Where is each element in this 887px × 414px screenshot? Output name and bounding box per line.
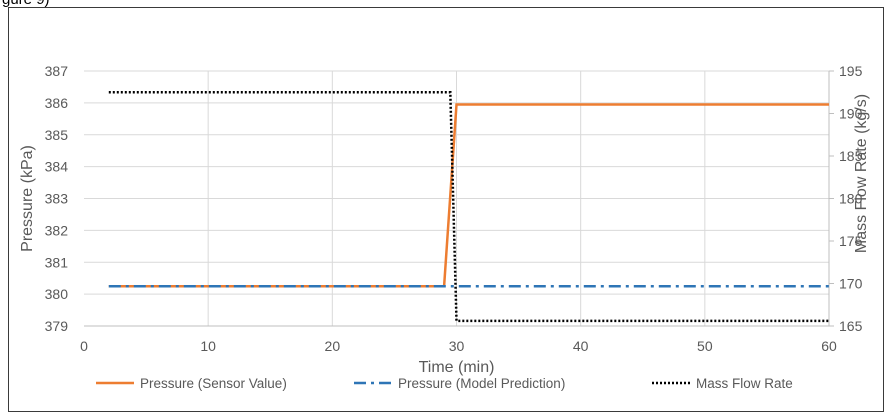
- y-tick-label: 380: [45, 286, 69, 302]
- x-tick-label: 40: [573, 338, 589, 354]
- chart-frame: [8, 7, 884, 412]
- y-tick-label: 385: [45, 127, 69, 143]
- series-line-2: [108, 91, 829, 323]
- y2-tick-label: 190: [839, 106, 863, 122]
- y-tick-label: 386: [45, 95, 69, 111]
- y-axis-title: Pressure (kPa): [19, 145, 36, 252]
- y-tick-label: 381: [45, 254, 69, 270]
- y2-axis-title: Mass Flow Rate (kg/s): [853, 94, 870, 253]
- x-tick-label: 60: [821, 338, 837, 354]
- y2-tick-label: 195: [839, 63, 863, 79]
- x-axis-title: Time (min): [419, 359, 495, 376]
- tick-labels: 379 380 381 382 383 384 385 386 387 0 10 20 30 40 50 60…: [45, 63, 863, 354]
- y-tick-label: 384: [45, 159, 69, 175]
- x-tick-label: 20: [325, 338, 341, 354]
- x-tick-label: 10: [200, 338, 216, 354]
- axes: [84, 70, 834, 327]
- x-tick-label: 30: [449, 338, 465, 354]
- legend-label: Mass Flow Rate: [696, 376, 793, 391]
- y-tick-label: 379: [45, 318, 69, 334]
- legend: Pressure (Sensor Value) Pressure (Model P…: [96, 376, 793, 391]
- y2-tick-label: 185: [839, 148, 863, 164]
- x-tick-label: 50: [697, 338, 713, 354]
- x-tick-label: 0: [80, 338, 88, 354]
- figure-caption-fragment: gure 9): [2, 0, 50, 8]
- y2-tick-label: 175: [839, 233, 863, 249]
- y2-tick-label: 170: [839, 276, 863, 292]
- y2-tick-label: 180: [839, 191, 863, 207]
- legend-label: Pressure (Model Prediction): [398, 376, 565, 391]
- y-tick-label: 387: [45, 63, 69, 79]
- y2-tick-label: 165: [839, 318, 863, 334]
- y-tick-label: 383: [45, 191, 69, 207]
- series-line-0: [108, 103, 829, 288]
- legend-label: Pressure (Sensor Value): [140, 376, 287, 391]
- y-tick-label: 382: [45, 222, 69, 238]
- series-lines: [108, 91, 829, 323]
